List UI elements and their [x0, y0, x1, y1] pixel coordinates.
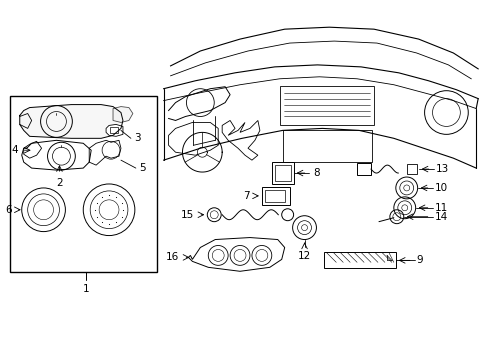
Polygon shape: [106, 125, 122, 136]
Text: 3: 3: [134, 133, 140, 143]
Text: 16: 16: [166, 252, 179, 262]
Bar: [279, 86, 373, 125]
Bar: [324, 252, 395, 268]
Text: 5: 5: [139, 163, 145, 173]
Text: 2: 2: [56, 178, 62, 188]
Text: 1: 1: [83, 284, 89, 294]
Text: 8: 8: [313, 168, 320, 178]
Text: 13: 13: [435, 164, 448, 174]
Bar: [262, 187, 289, 205]
Polygon shape: [188, 238, 284, 271]
Text: 12: 12: [297, 251, 310, 261]
Text: 7: 7: [243, 191, 249, 201]
Polygon shape: [20, 105, 122, 138]
Bar: [264, 190, 284, 202]
Text: 10: 10: [434, 183, 447, 193]
Bar: [356, 163, 370, 175]
Text: 9: 9: [416, 255, 423, 265]
Text: 14: 14: [434, 212, 447, 222]
Polygon shape: [89, 140, 121, 165]
Text: 11: 11: [434, 203, 447, 213]
Bar: [274, 165, 290, 181]
Bar: [282, 130, 371, 162]
Polygon shape: [113, 107, 133, 122]
Bar: [406, 164, 416, 174]
Text: 15: 15: [181, 210, 194, 220]
Text: 4: 4: [11, 145, 18, 155]
Bar: [10, 96, 156, 272]
Polygon shape: [222, 121, 259, 160]
Polygon shape: [168, 122, 218, 155]
Bar: [271, 162, 293, 184]
Bar: [110, 127, 118, 133]
Text: 6: 6: [5, 205, 12, 215]
Polygon shape: [24, 141, 41, 158]
